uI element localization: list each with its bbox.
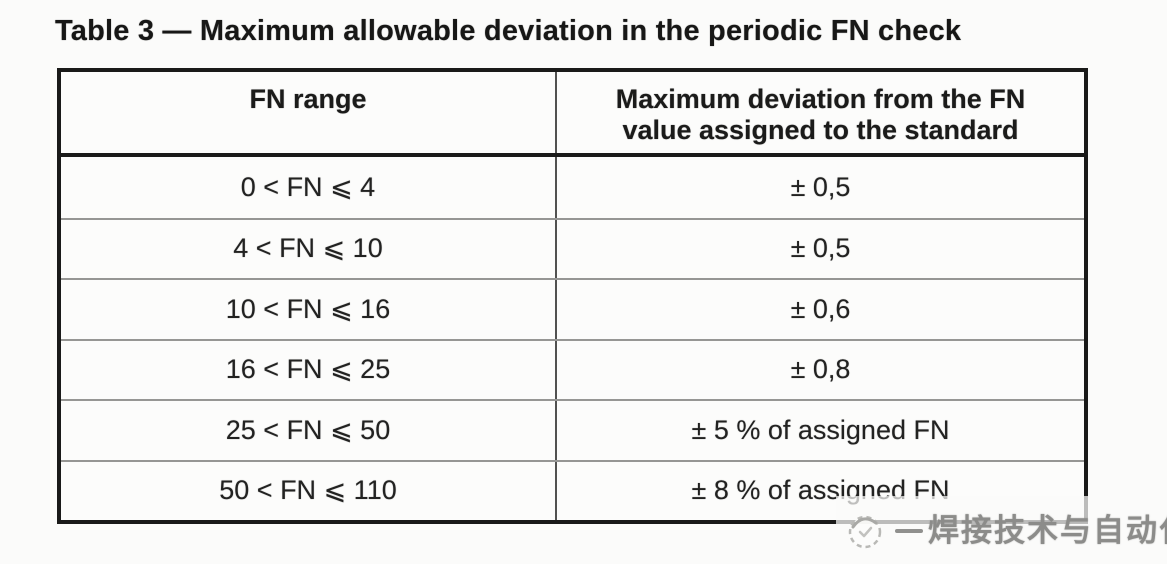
table-row: 0 < FN ⩽ 4 ± 0,5	[61, 157, 1084, 218]
column-header-max-deviation: Maximum deviation from the FN value assi…	[615, 84, 1026, 145]
table-row: 25 < FN ⩽ 50 ± 5 % of assigned FN	[61, 399, 1084, 460]
watermark-logo-icon	[848, 515, 882, 549]
column-header-fn-range: FN range	[61, 72, 557, 153]
deviation-cell: ± 0,8	[790, 354, 851, 385]
table-row: 16 < FN ⩽ 25 ± 0,8	[61, 338, 1084, 399]
table-row: 10 < FN ⩽ 16 ± 0,6	[61, 278, 1084, 339]
deviation-cell: ± 0,6	[790, 293, 851, 324]
fn-deviation-table: FN range Maximum deviation from the FN v…	[57, 68, 1088, 524]
deviation-cell: ± 0,5	[790, 171, 851, 202]
fn-range-cell: 16 < FN ⩽ 25	[61, 340, 557, 399]
deviation-cell: ± 0,5	[790, 233, 851, 264]
fn-range-cell: 25 < FN ⩽ 50	[61, 401, 557, 460]
fn-range-cell: 4 < FN ⩽ 10	[61, 219, 557, 278]
table-caption: Table 3 — Maximum allowable deviation in…	[55, 15, 962, 47]
deviation-cell: ± 5 % of assigned FN	[691, 414, 950, 445]
table-header-row: FN range Maximum deviation from the FN v…	[61, 72, 1084, 157]
fn-range-cell: 10 < FN ⩽ 16	[61, 280, 557, 339]
fn-range-cell: 0 < FN ⩽ 4	[61, 157, 557, 218]
watermark-text: 焊接技术与自动化	[928, 512, 1167, 548]
watermark: 焊接技术与自动化	[836, 496, 1167, 558]
table-row: 4 < FN ⩽ 10 ± 0,5	[61, 217, 1084, 278]
watermark-dash	[895, 529, 923, 533]
fn-range-cell: 50 < FN ⩽ 110	[61, 461, 557, 520]
